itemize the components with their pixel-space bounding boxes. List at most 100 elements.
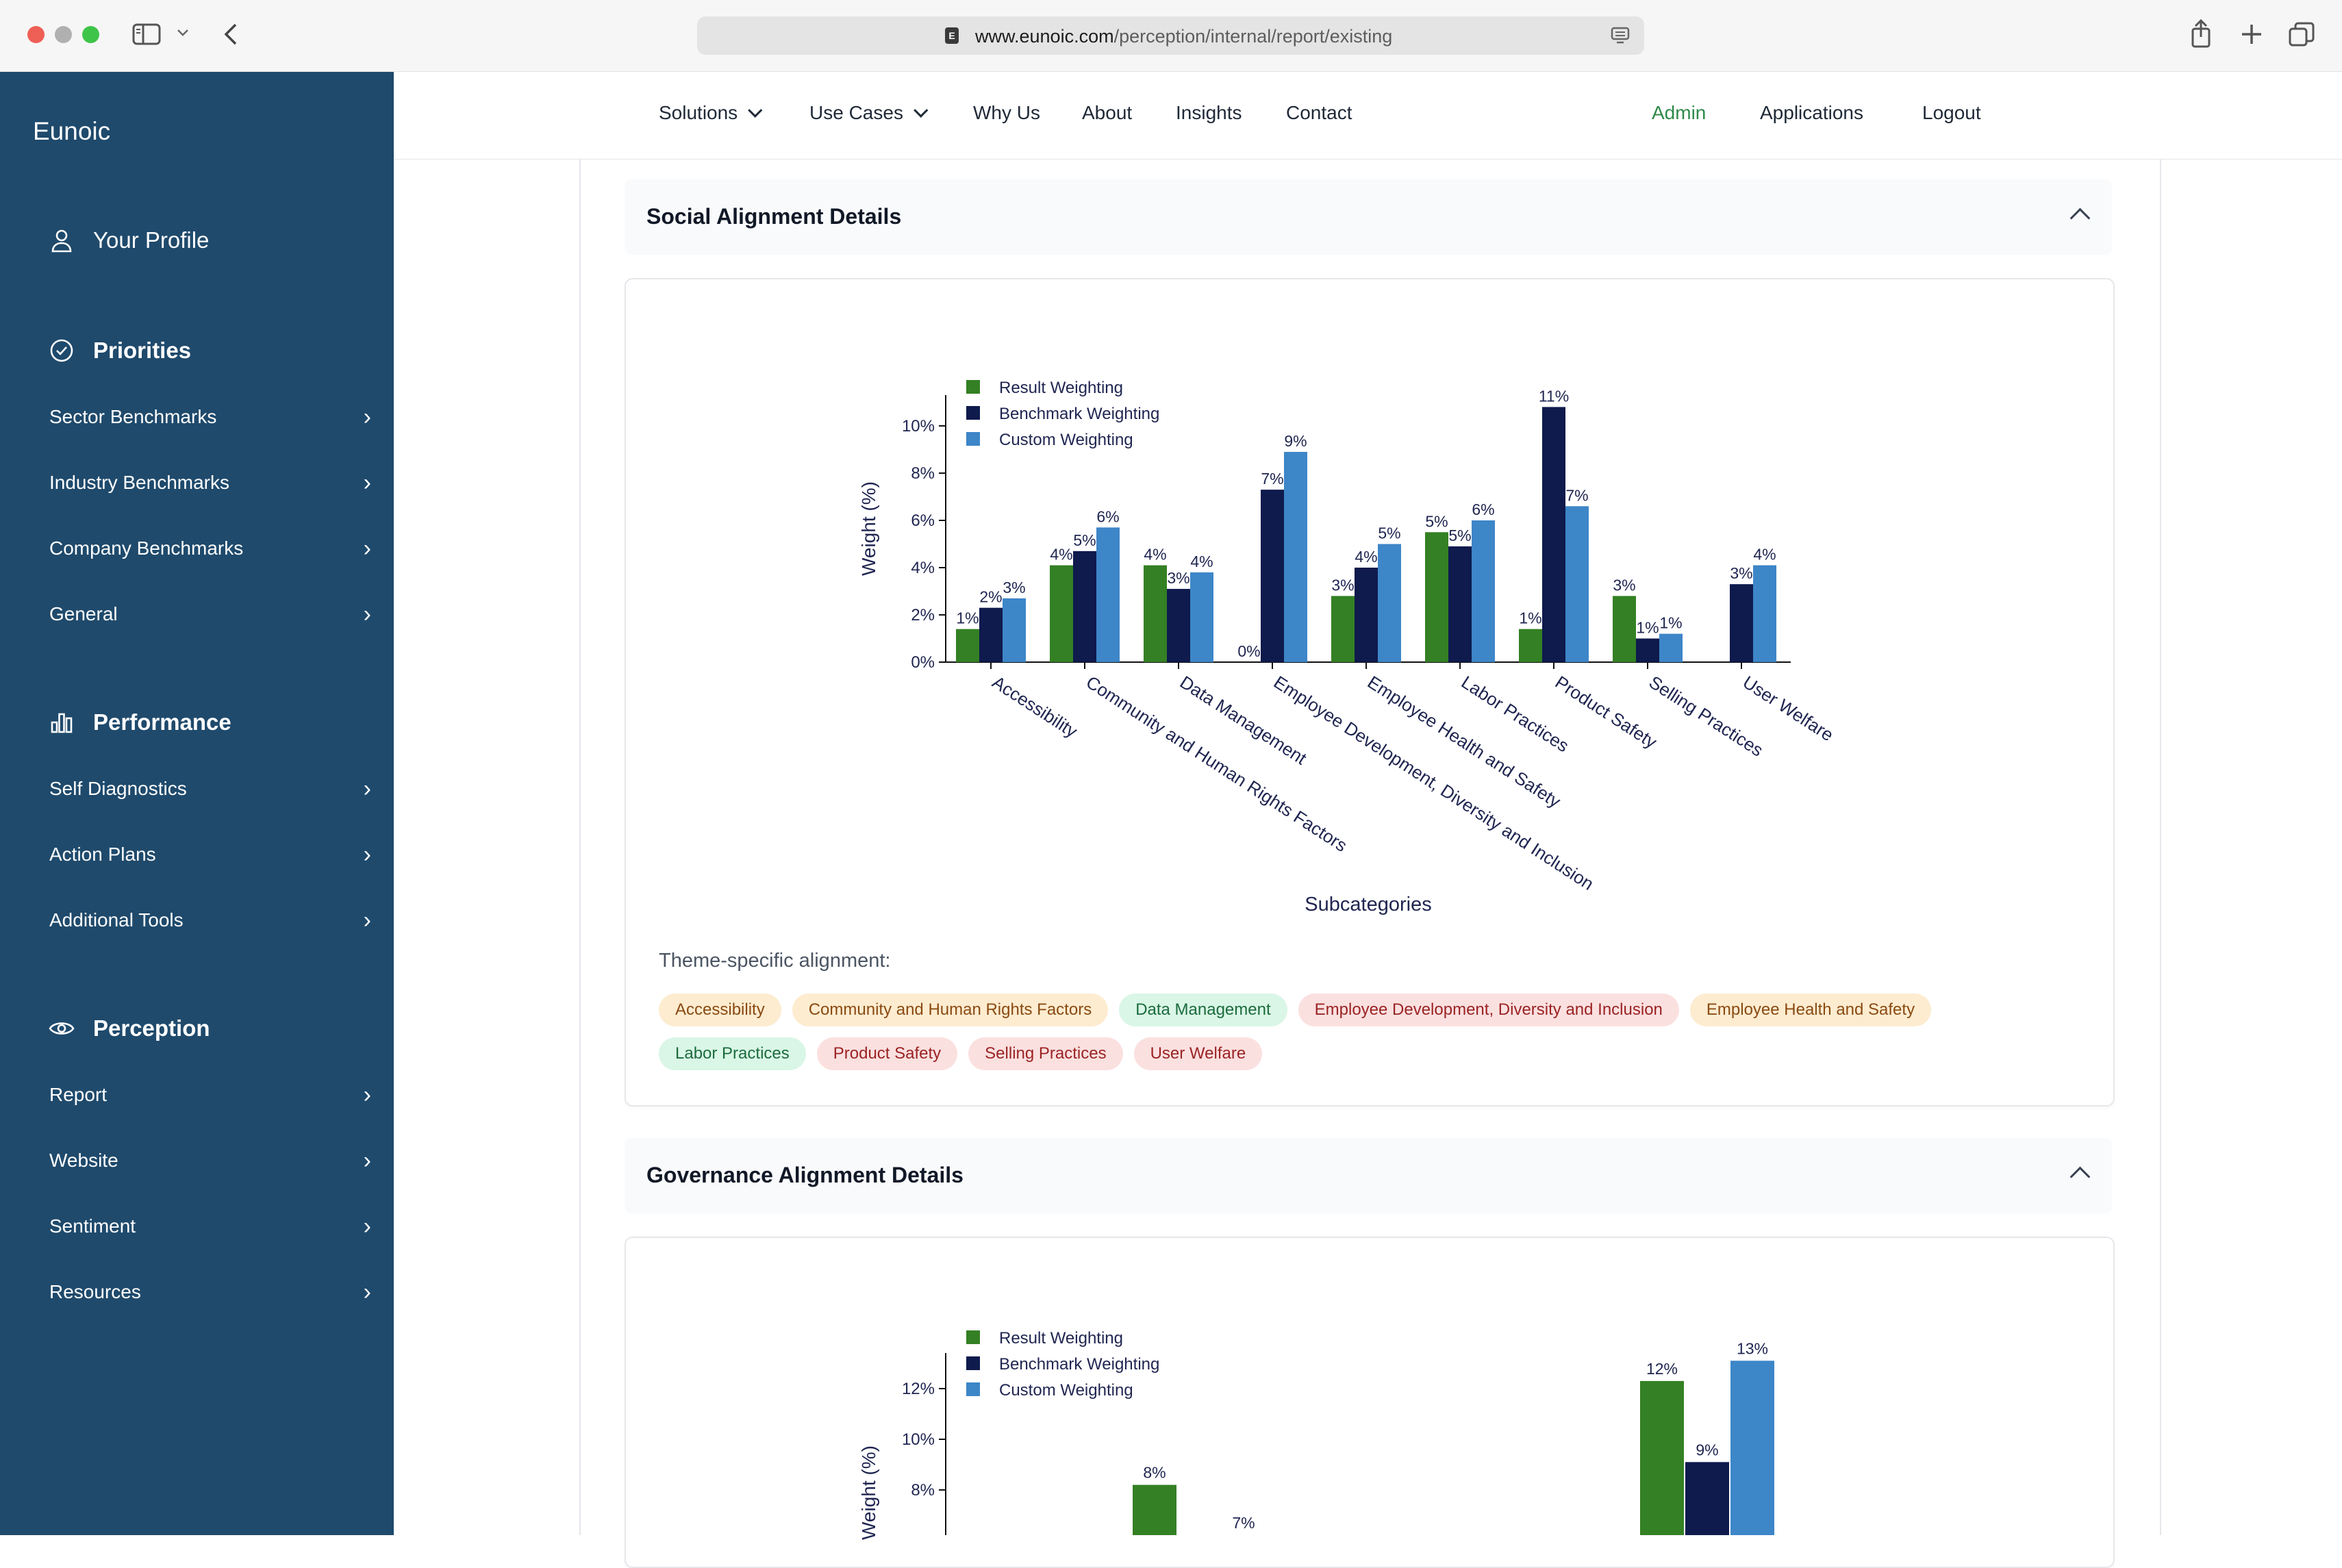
- y-tick-label: 6%: [911, 511, 935, 530]
- theme-tag[interactable]: Employee Health and Safety: [1689, 994, 1932, 1026]
- nav-solutions[interactable]: Solutions: [659, 102, 763, 124]
- chevron-right-icon: ›: [363, 1148, 371, 1174]
- legend-swatch: [966, 406, 980, 420]
- bar-value-label: 3%: [1003, 579, 1025, 596]
- theme-tag[interactable]: Accessibility: [659, 994, 781, 1026]
- y-tick-label: 2%: [911, 606, 935, 624]
- chart-bar: [1636, 638, 1659, 662]
- share-icon[interactable]: [2187, 18, 2215, 49]
- nav-label: Why Us: [973, 102, 1040, 123]
- legend-label: Benchmark Weighting: [999, 1355, 1159, 1374]
- theme-tag[interactable]: Data Management: [1119, 994, 1287, 1026]
- sidebar-item-action-plans[interactable]: Action Plans ›: [49, 843, 371, 866]
- chart-bar: [1378, 544, 1401, 662]
- sidebar-item-resources[interactable]: Resources ›: [49, 1280, 371, 1304]
- chevron-right-icon: ›: [363, 404, 371, 430]
- brand-logo[interactable]: Eunoic: [33, 117, 111, 145]
- back-arrow-icon[interactable]: [221, 21, 241, 48]
- reader-mode-icon[interactable]: [1610, 26, 1630, 45]
- nav-applications[interactable]: Applications: [1760, 102, 1863, 123]
- bar-value-label: 12%: [1646, 1360, 1678, 1378]
- bar-value-label: 1%: [1636, 619, 1659, 637]
- address-bar[interactable]: E www.eunoic.com/perception/internal/rep…: [697, 16, 1644, 55]
- bar-value-label: 9%: [1284, 432, 1307, 450]
- y-tick-label: 8%: [911, 464, 935, 483]
- chart-bar: [1519, 629, 1542, 662]
- chevron-down-icon[interactable]: [175, 27, 190, 38]
- sidebar-toggle-icon[interactable]: [131, 21, 162, 48]
- theme-tag[interactable]: Community and Human Rights Factors: [792, 994, 1109, 1026]
- nav-insights[interactable]: Insights: [1176, 102, 1242, 124]
- chevron-right-icon: ›: [363, 776, 371, 802]
- nav-contact[interactable]: Contact: [1286, 102, 1352, 124]
- legend-swatch: [966, 1382, 980, 1396]
- sidebar-section-perception[interactable]: Perception: [48, 1015, 210, 1042]
- sidebar-item-label: Industry Benchmarks: [49, 472, 229, 493]
- chart-bar: [1133, 1484, 1176, 1535]
- sidebar-item-label: Additional Tools: [49, 909, 184, 931]
- theme-tag[interactable]: User Welfare: [1133, 1037, 1263, 1070]
- chevron-right-icon: ›: [363, 601, 371, 627]
- nav-logout[interactable]: Logout: [1922, 102, 1981, 123]
- bar-value-label: 3%: [1613, 576, 1635, 594]
- chart-bar: [1144, 565, 1167, 662]
- theme-tag[interactable]: Selling Practices: [968, 1037, 1123, 1070]
- sidebar-item-label: Action Plans: [49, 844, 156, 865]
- sidebar-item-label: Website: [49, 1150, 118, 1171]
- sidebar-item-sector-benchmarks[interactable]: Sector Benchmarks ›: [49, 405, 371, 429]
- legend-label: Result Weighting: [999, 379, 1123, 397]
- sidebar-item-self-diagnostics[interactable]: Self Diagnostics ›: [49, 777, 371, 800]
- sidebar-section-priorities[interactable]: Priorities: [48, 337, 191, 364]
- theme-tag[interactable]: Labor Practices: [659, 1037, 806, 1070]
- tab-overview-icon[interactable]: [2287, 21, 2316, 49]
- chart-bar: [956, 629, 979, 662]
- chart-bar: [1730, 584, 1753, 662]
- bar-value-label: 3%: [1167, 569, 1189, 587]
- nav-use-cases[interactable]: Use Cases: [809, 102, 929, 124]
- chevron-right-icon: ›: [363, 470, 371, 496]
- sidebar-section-performance[interactable]: Performance: [48, 709, 231, 736]
- sidebar-item-website[interactable]: Website ›: [49, 1149, 371, 1172]
- nav-about[interactable]: About: [1082, 102, 1132, 124]
- sidebar-item-label: Company Benchmarks: [49, 538, 244, 559]
- theme-tag[interactable]: Employee Development, Diversity and Incl…: [1298, 994, 1679, 1026]
- theme-tag[interactable]: Product Safety: [816, 1037, 958, 1070]
- minimize-window-button[interactable]: [55, 26, 72, 43]
- nav-admin[interactable]: Admin: [1652, 102, 1707, 123]
- social-alignment-accordion-header[interactable]: Social Alignment Details: [625, 179, 2112, 255]
- browser-toolbar: E www.eunoic.com/perception/internal/rep…: [0, 0, 2342, 72]
- legend-swatch: [966, 380, 980, 394]
- chart-bar: [1753, 565, 1776, 662]
- sidebar-item-additional-tools[interactable]: Additional Tools ›: [49, 909, 371, 932]
- new-tab-icon[interactable]: [2238, 21, 2265, 48]
- chart-bar: [1261, 490, 1284, 662]
- bar-value-label: 4%: [1050, 546, 1072, 564]
- chevron-right-icon: ›: [363, 907, 371, 933]
- nav-why-us[interactable]: Why Us: [973, 102, 1040, 124]
- y-tick-label: 0%: [911, 653, 935, 672]
- chart-bar: [1190, 572, 1213, 662]
- y-tick-label: 10%: [902, 417, 935, 435]
- section-title: Governance Alignment Details: [646, 1163, 964, 1187]
- chart-bar: [1613, 596, 1636, 662]
- chart-bar: [979, 607, 1003, 662]
- sidebar-item-company-benchmarks[interactable]: Company Benchmarks ›: [49, 537, 371, 560]
- close-window-button[interactable]: [27, 26, 45, 43]
- chart-bar: [1050, 565, 1073, 662]
- bar-value-label: 7%: [1261, 470, 1283, 488]
- bar-value-label: 4%: [1190, 553, 1213, 570]
- sidebar-item-your-profile[interactable]: Your Profile: [48, 227, 209, 254]
- y-tick-label: 4%: [911, 559, 935, 577]
- bar-value-label: 3%: [1730, 564, 1752, 582]
- sidebar-item-industry-benchmarks[interactable]: Industry Benchmarks ›: [49, 471, 371, 494]
- bar-value-label: 6%: [1472, 501, 1494, 518]
- bar-chart-icon: [51, 713, 73, 733]
- governance-alignment-accordion-header[interactable]: Governance Alignment Details: [625, 1138, 2112, 1213]
- legend-label: Benchmark Weighting: [999, 405, 1159, 423]
- bar-value-label: 5%: [1425, 512, 1448, 530]
- zoom-window-button[interactable]: [82, 26, 99, 43]
- bar-value-label: 4%: [1753, 546, 1776, 564]
- sidebar-item-sentiment[interactable]: Sentiment ›: [49, 1215, 371, 1238]
- sidebar-item-report[interactable]: Report ›: [49, 1083, 371, 1107]
- sidebar-item-general[interactable]: General ›: [49, 603, 371, 626]
